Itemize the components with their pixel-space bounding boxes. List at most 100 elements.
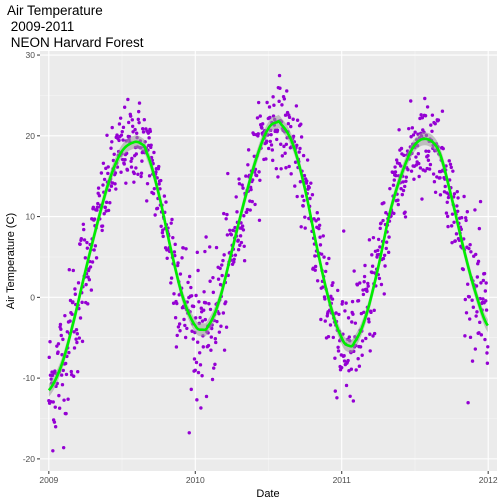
data-point (346, 358, 350, 363)
data-point (376, 248, 380, 253)
data-point (401, 180, 405, 184)
data-point (206, 343, 211, 348)
data-point (456, 196, 460, 200)
data-point (53, 425, 58, 429)
y-tick-label: 20 (26, 131, 36, 141)
data-point (390, 170, 395, 175)
data-point (297, 150, 301, 154)
data-point (65, 330, 69, 334)
data-point (132, 180, 136, 184)
data-point (204, 301, 208, 305)
data-point (280, 103, 284, 107)
data-point (410, 126, 415, 130)
data-point (253, 202, 257, 207)
data-point (202, 290, 206, 294)
data-point (382, 253, 387, 257)
data-point (447, 159, 451, 163)
data-point (470, 359, 475, 363)
data-point (160, 231, 165, 235)
data-point (72, 346, 77, 350)
data-point (159, 178, 163, 183)
data-point (283, 113, 288, 117)
data-point (126, 97, 130, 102)
data-point (126, 120, 131, 125)
data-point (240, 224, 245, 228)
data-point (354, 368, 358, 372)
data-point (104, 200, 109, 205)
data-point (484, 308, 489, 312)
data-point (147, 136, 151, 140)
data-point (135, 131, 139, 135)
data-point (178, 329, 182, 333)
data-point (123, 158, 127, 162)
data-point (180, 256, 184, 260)
data-point (300, 194, 305, 198)
data-point (94, 256, 99, 260)
data-point (148, 129, 153, 134)
data-point (165, 248, 169, 252)
data-point (369, 310, 373, 315)
data-point (298, 146, 302, 151)
data-point (200, 374, 204, 378)
data-point (244, 210, 249, 214)
data-point (327, 256, 331, 261)
data-point (162, 194, 167, 198)
data-point (198, 315, 202, 320)
data-point (417, 174, 421, 179)
data-point (264, 139, 269, 143)
data-point (277, 73, 282, 78)
data-point (477, 226, 482, 231)
data-point (344, 383, 349, 388)
data-point (103, 205, 108, 210)
data-point (53, 369, 57, 373)
data-point (78, 242, 82, 246)
data-point (175, 301, 179, 306)
chart-title-line: Air Temperature (7, 3, 103, 18)
data-point (479, 333, 484, 337)
data-point (381, 256, 386, 261)
data-point (348, 394, 352, 399)
data-point (231, 228, 235, 233)
data-point (445, 200, 449, 204)
data-point (340, 299, 345, 304)
data-point (220, 273, 224, 278)
data-point (347, 335, 352, 339)
data-point (267, 146, 271, 151)
data-point (289, 172, 293, 176)
data-point (186, 280, 190, 285)
data-point (241, 186, 245, 190)
data-point (74, 328, 79, 332)
data-point (131, 130, 135, 134)
minor-gridlines (40, 51, 497, 471)
data-point (423, 96, 427, 101)
data-point (213, 362, 217, 367)
data-point (438, 193, 443, 197)
data-point (314, 219, 318, 223)
data-point (424, 149, 428, 153)
chart-title-line: NEON Harvard Forest (7, 35, 144, 50)
data-point (319, 252, 324, 256)
data-point (265, 100, 269, 105)
data-point (170, 217, 174, 222)
data-point (189, 294, 194, 298)
data-point (358, 345, 363, 349)
data-point (302, 198, 306, 203)
data-point (93, 244, 98, 248)
data-point (486, 345, 490, 349)
data-point (75, 332, 80, 336)
data-point (76, 370, 80, 374)
data-point (71, 300, 75, 304)
data-point (152, 186, 157, 191)
data-point (313, 254, 317, 258)
data-point (356, 356, 360, 361)
data-point (448, 162, 453, 166)
data-point (139, 174, 143, 179)
data-point (450, 240, 454, 245)
data-point (183, 323, 187, 328)
data-point (47, 355, 51, 360)
data-point (467, 295, 472, 299)
data-point (299, 135, 304, 139)
data-point (280, 154, 285, 158)
data-point (141, 127, 145, 131)
